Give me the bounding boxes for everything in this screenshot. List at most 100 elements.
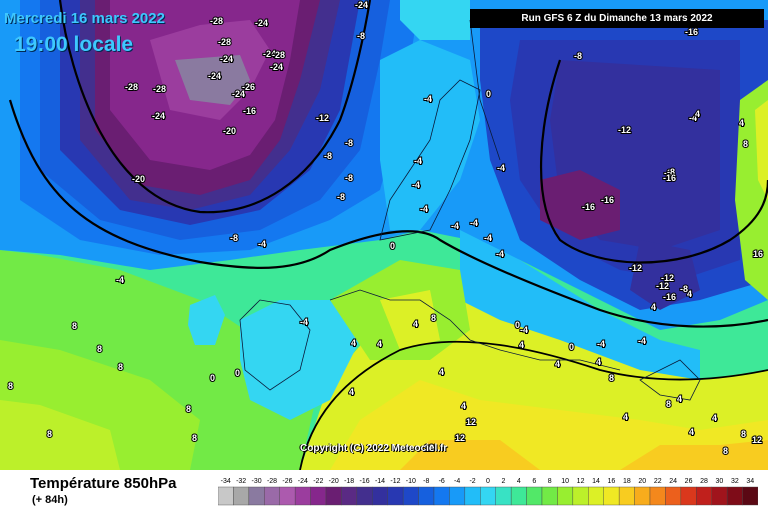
contour-label: -28 bbox=[272, 50, 285, 60]
scale-tick-label: 32 bbox=[731, 478, 739, 485]
scale-tick-label: -22 bbox=[313, 478, 323, 485]
contour-label: 0 bbox=[515, 320, 520, 330]
contour-label: 0 bbox=[235, 368, 240, 378]
contour-label: 8 bbox=[741, 429, 746, 439]
contour-label: -4 bbox=[597, 339, 605, 349]
contour-label: -4 bbox=[451, 221, 459, 231]
scale-tick-label: -6 bbox=[439, 478, 445, 485]
contour-label: 8 bbox=[72, 321, 77, 331]
contour-label: 4 bbox=[596, 357, 601, 367]
scale-swatch bbox=[588, 486, 604, 506]
contour-label: 8 bbox=[47, 429, 52, 439]
contour-label: 4 bbox=[555, 359, 560, 369]
contour-label: 4 bbox=[677, 394, 682, 404]
contour-label: -24 bbox=[208, 71, 221, 81]
contour-label: 8 bbox=[431, 313, 436, 323]
scale-tick-label: 4 bbox=[517, 478, 521, 485]
contour-label: -8 bbox=[345, 173, 353, 183]
contour-label: -28 bbox=[125, 82, 138, 92]
contour-label: -16 bbox=[663, 173, 676, 183]
scale-tick-label: -24 bbox=[298, 478, 308, 485]
contour-label: 4 bbox=[349, 387, 354, 397]
contour-label: 8 bbox=[609, 373, 614, 383]
contour-label: -20 bbox=[223, 126, 236, 136]
scale-swatch bbox=[665, 486, 682, 506]
contour-label: 4 bbox=[413, 319, 418, 329]
scale-swatch bbox=[603, 486, 620, 506]
scale-tick-label: -2 bbox=[469, 478, 475, 485]
contour-label: -4 bbox=[414, 156, 422, 166]
scale-swatch bbox=[233, 486, 250, 506]
contour-label: -24 bbox=[232, 89, 245, 99]
contour-label: 0 bbox=[486, 89, 491, 99]
contour-label: 0 bbox=[390, 241, 395, 251]
scale-tick-label: 8 bbox=[548, 478, 552, 485]
scale-swatch bbox=[402, 486, 419, 506]
scale-swatch bbox=[680, 486, 697, 506]
scale-tick-label: -10 bbox=[406, 478, 416, 485]
scale-swatch bbox=[294, 486, 311, 506]
contour-label: -12 bbox=[629, 263, 642, 273]
scale-swatch bbox=[480, 486, 496, 506]
contour-label: 4 bbox=[712, 413, 717, 423]
contour-label: -4 bbox=[638, 336, 646, 346]
forecast-date: Mercredi 16 mars 2022 bbox=[4, 10, 165, 27]
scale-swatch bbox=[248, 486, 265, 506]
contour-label: -4 bbox=[424, 94, 432, 104]
contour-label: -8 bbox=[574, 51, 582, 61]
contour-label: 8 bbox=[118, 362, 123, 372]
contour-label: -24 bbox=[355, 0, 368, 10]
contour-label: 8 bbox=[8, 381, 13, 391]
contour-label: -8 bbox=[324, 151, 332, 161]
contour-label: 16 bbox=[753, 249, 763, 259]
contour-label: -24 bbox=[220, 54, 233, 64]
scale-swatch bbox=[356, 486, 373, 506]
contour-label: -12 bbox=[656, 281, 669, 291]
contour-label: 4 bbox=[439, 367, 444, 377]
contour-label: -8 bbox=[680, 284, 688, 294]
scale-tick-label: 34 bbox=[746, 478, 754, 485]
scale-tick-label: 10 bbox=[561, 478, 569, 485]
scale-swatch bbox=[696, 486, 712, 506]
contour-label: 4 bbox=[377, 339, 382, 349]
contour-label: -4 bbox=[258, 239, 266, 249]
contour-label: -8 bbox=[345, 138, 353, 148]
scale-tick-label: -20 bbox=[329, 478, 339, 485]
contour-label: -8 bbox=[664, 168, 672, 178]
scale-swatch bbox=[634, 486, 651, 506]
scale-tick-label: 12 bbox=[577, 478, 585, 485]
scale-swatch bbox=[649, 486, 666, 506]
scale-swatch bbox=[618, 486, 635, 506]
contour-label: -12 bbox=[618, 125, 631, 135]
scale-swatch bbox=[464, 486, 481, 506]
scale-tick-label: -14 bbox=[375, 478, 385, 485]
scale-swatch bbox=[726, 486, 743, 506]
contour-label: -16 bbox=[601, 195, 614, 205]
scale-swatch bbox=[218, 486, 234, 506]
scale-swatch bbox=[449, 486, 466, 506]
contour-label: 8 bbox=[192, 433, 197, 443]
scale-tick-label: 16 bbox=[608, 478, 616, 485]
copyright-notice: Copyright (C) 2022 Meteociel.fr bbox=[300, 443, 448, 454]
scale-tick-label: -26 bbox=[282, 478, 292, 485]
scale-tick-label: 30 bbox=[716, 478, 724, 485]
scale-swatch bbox=[495, 486, 512, 506]
contour-label: 12 bbox=[455, 433, 465, 443]
scale-tick-label: 14 bbox=[592, 478, 600, 485]
contour-label: 0 bbox=[569, 342, 574, 352]
contour-label: -28 bbox=[153, 84, 166, 94]
contour-label: 12 bbox=[466, 417, 476, 427]
scale-swatch bbox=[510, 486, 527, 506]
parameter-title: Température 850hPa bbox=[30, 475, 177, 492]
scale-swatch bbox=[557, 486, 574, 506]
forecast-local-time: 19:00 locale bbox=[14, 33, 134, 56]
contour-label: 4 bbox=[651, 302, 656, 312]
contour-label: -24 bbox=[263, 49, 276, 59]
contour-label: -8 bbox=[337, 192, 345, 202]
color-scale: -34 -32 -30 -28 -26 -24 -22 -20 -18 -16 -14 -12 -10-… bbox=[218, 478, 758, 506]
contour-label: 0 bbox=[210, 373, 215, 383]
contour-label: -4 bbox=[300, 317, 308, 327]
scale-tick-label: -4 bbox=[454, 478, 460, 485]
contour-label: -28 bbox=[218, 37, 231, 47]
contour-label: -4 bbox=[520, 325, 528, 335]
